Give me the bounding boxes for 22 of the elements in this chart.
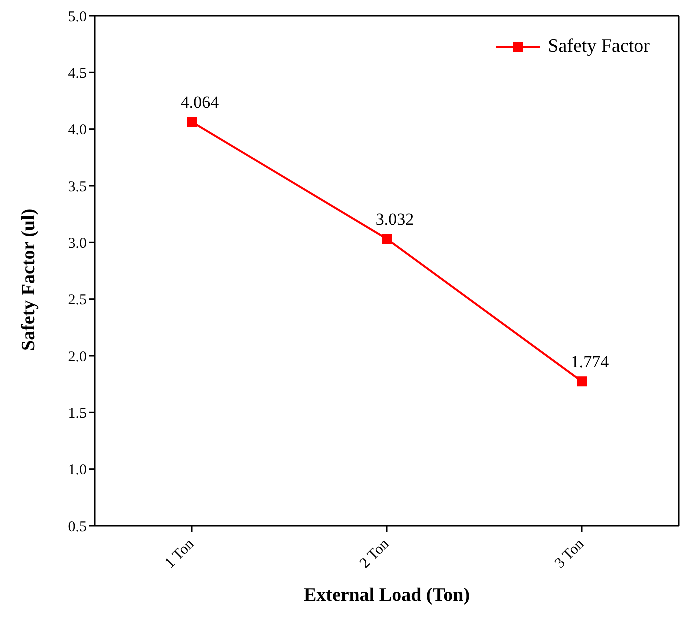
x-axis-title: External Load (Ton) bbox=[304, 585, 470, 606]
y-tick-label: 2.0 bbox=[68, 349, 87, 366]
point bbox=[577, 376, 587, 387]
y-tick-label: 2.5 bbox=[68, 292, 87, 309]
x-tick-label: 1 Ton bbox=[162, 536, 198, 572]
data-label: 1.774 bbox=[570, 352, 610, 372]
x-tick-label: 2 Ton bbox=[357, 536, 393, 572]
y-tick-label: 3.5 bbox=[68, 179, 87, 196]
point bbox=[187, 117, 197, 128]
y-tick-label: 4.0 bbox=[68, 122, 87, 139]
y-tick-label: 3.0 bbox=[68, 236, 87, 252]
data-label: 3.032 bbox=[376, 210, 414, 230]
x-tick-label: 3 Ton bbox=[552, 536, 588, 572]
data-label: 4.064 bbox=[180, 93, 220, 112]
legend-label: Safety Factor bbox=[548, 36, 650, 58]
y-tick-label: 4.5 bbox=[68, 66, 87, 82]
y-tick-label: 0.5 bbox=[68, 519, 87, 536]
y-axis-title: Safety Factor (ul) bbox=[18, 208, 40, 351]
y-tick-label: 1.5 bbox=[68, 406, 87, 422]
point bbox=[382, 234, 392, 244]
y-tick-label: 5.0 bbox=[68, 9, 87, 26]
y-tick-label: 1.0 bbox=[68, 462, 87, 479]
